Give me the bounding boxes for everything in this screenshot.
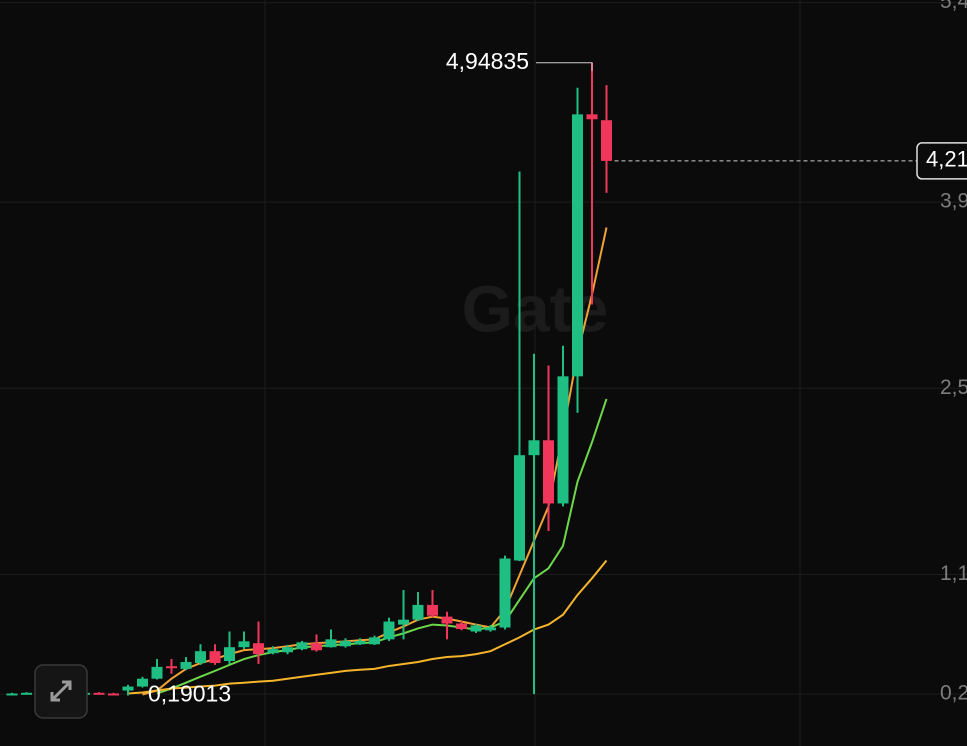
max-pointer (536, 62, 593, 71)
candle-body (282, 647, 293, 653)
candle-body (586, 114, 598, 120)
candle-body (6, 693, 18, 696)
candle-body (543, 440, 554, 504)
expand-button[interactable] (34, 664, 88, 719)
candle-body (427, 604, 438, 616)
candle-body (340, 640, 351, 647)
y-tick-label: 1,1 (940, 562, 967, 585)
candle-body (514, 455, 525, 561)
y-tick-label: 0,2 (940, 682, 967, 705)
candle-body (485, 627, 496, 631)
candle-body (253, 643, 264, 655)
candle-body (180, 661, 192, 669)
candle-body (470, 625, 482, 632)
candle-body (528, 440, 540, 456)
candle-body (354, 640, 366, 645)
y-tick-label: 5,4 (940, 0, 967, 13)
y-tick-label: 2,5 (940, 376, 967, 399)
expand-icon (50, 680, 72, 702)
plot: 5,4 3,9 2,5 1,1 0,2 4,94835 0,19013 4,21 (0, 0, 967, 707)
candle-body (21, 692, 32, 695)
candle-body (499, 558, 511, 628)
min-label: 0,19013 (148, 681, 231, 707)
moving-average-line (156, 398, 608, 695)
candle-body (151, 666, 163, 679)
max-label: 4,94835 (446, 48, 529, 74)
candle-body (398, 619, 409, 625)
candle-body (601, 120, 612, 161)
candle-body (325, 639, 337, 648)
candle-body (369, 637, 380, 645)
moving-average-line (127, 559, 608, 695)
candle-body (311, 643, 322, 651)
candle-body (224, 647, 235, 662)
current-price-label: 4,21 (926, 147, 967, 172)
candle-body (456, 623, 467, 629)
candle-body (572, 114, 583, 377)
candle-body (441, 616, 453, 624)
candle-body (93, 692, 105, 695)
candle-body (137, 678, 148, 687)
candle-body (383, 621, 395, 640)
candle-body (209, 651, 221, 664)
watermark: Gate (462, 271, 609, 345)
current-price-box (916, 142, 967, 180)
candle-body (296, 642, 308, 650)
candle-body (122, 686, 134, 691)
candle-body (412, 604, 424, 620)
candle-body (166, 666, 177, 669)
candle-body (267, 649, 279, 654)
candle-body (195, 651, 206, 664)
candle-body (238, 641, 250, 648)
candle-body (108, 693, 119, 696)
candle-body (557, 376, 569, 504)
y-tick-label: 3,9 (940, 190, 967, 213)
